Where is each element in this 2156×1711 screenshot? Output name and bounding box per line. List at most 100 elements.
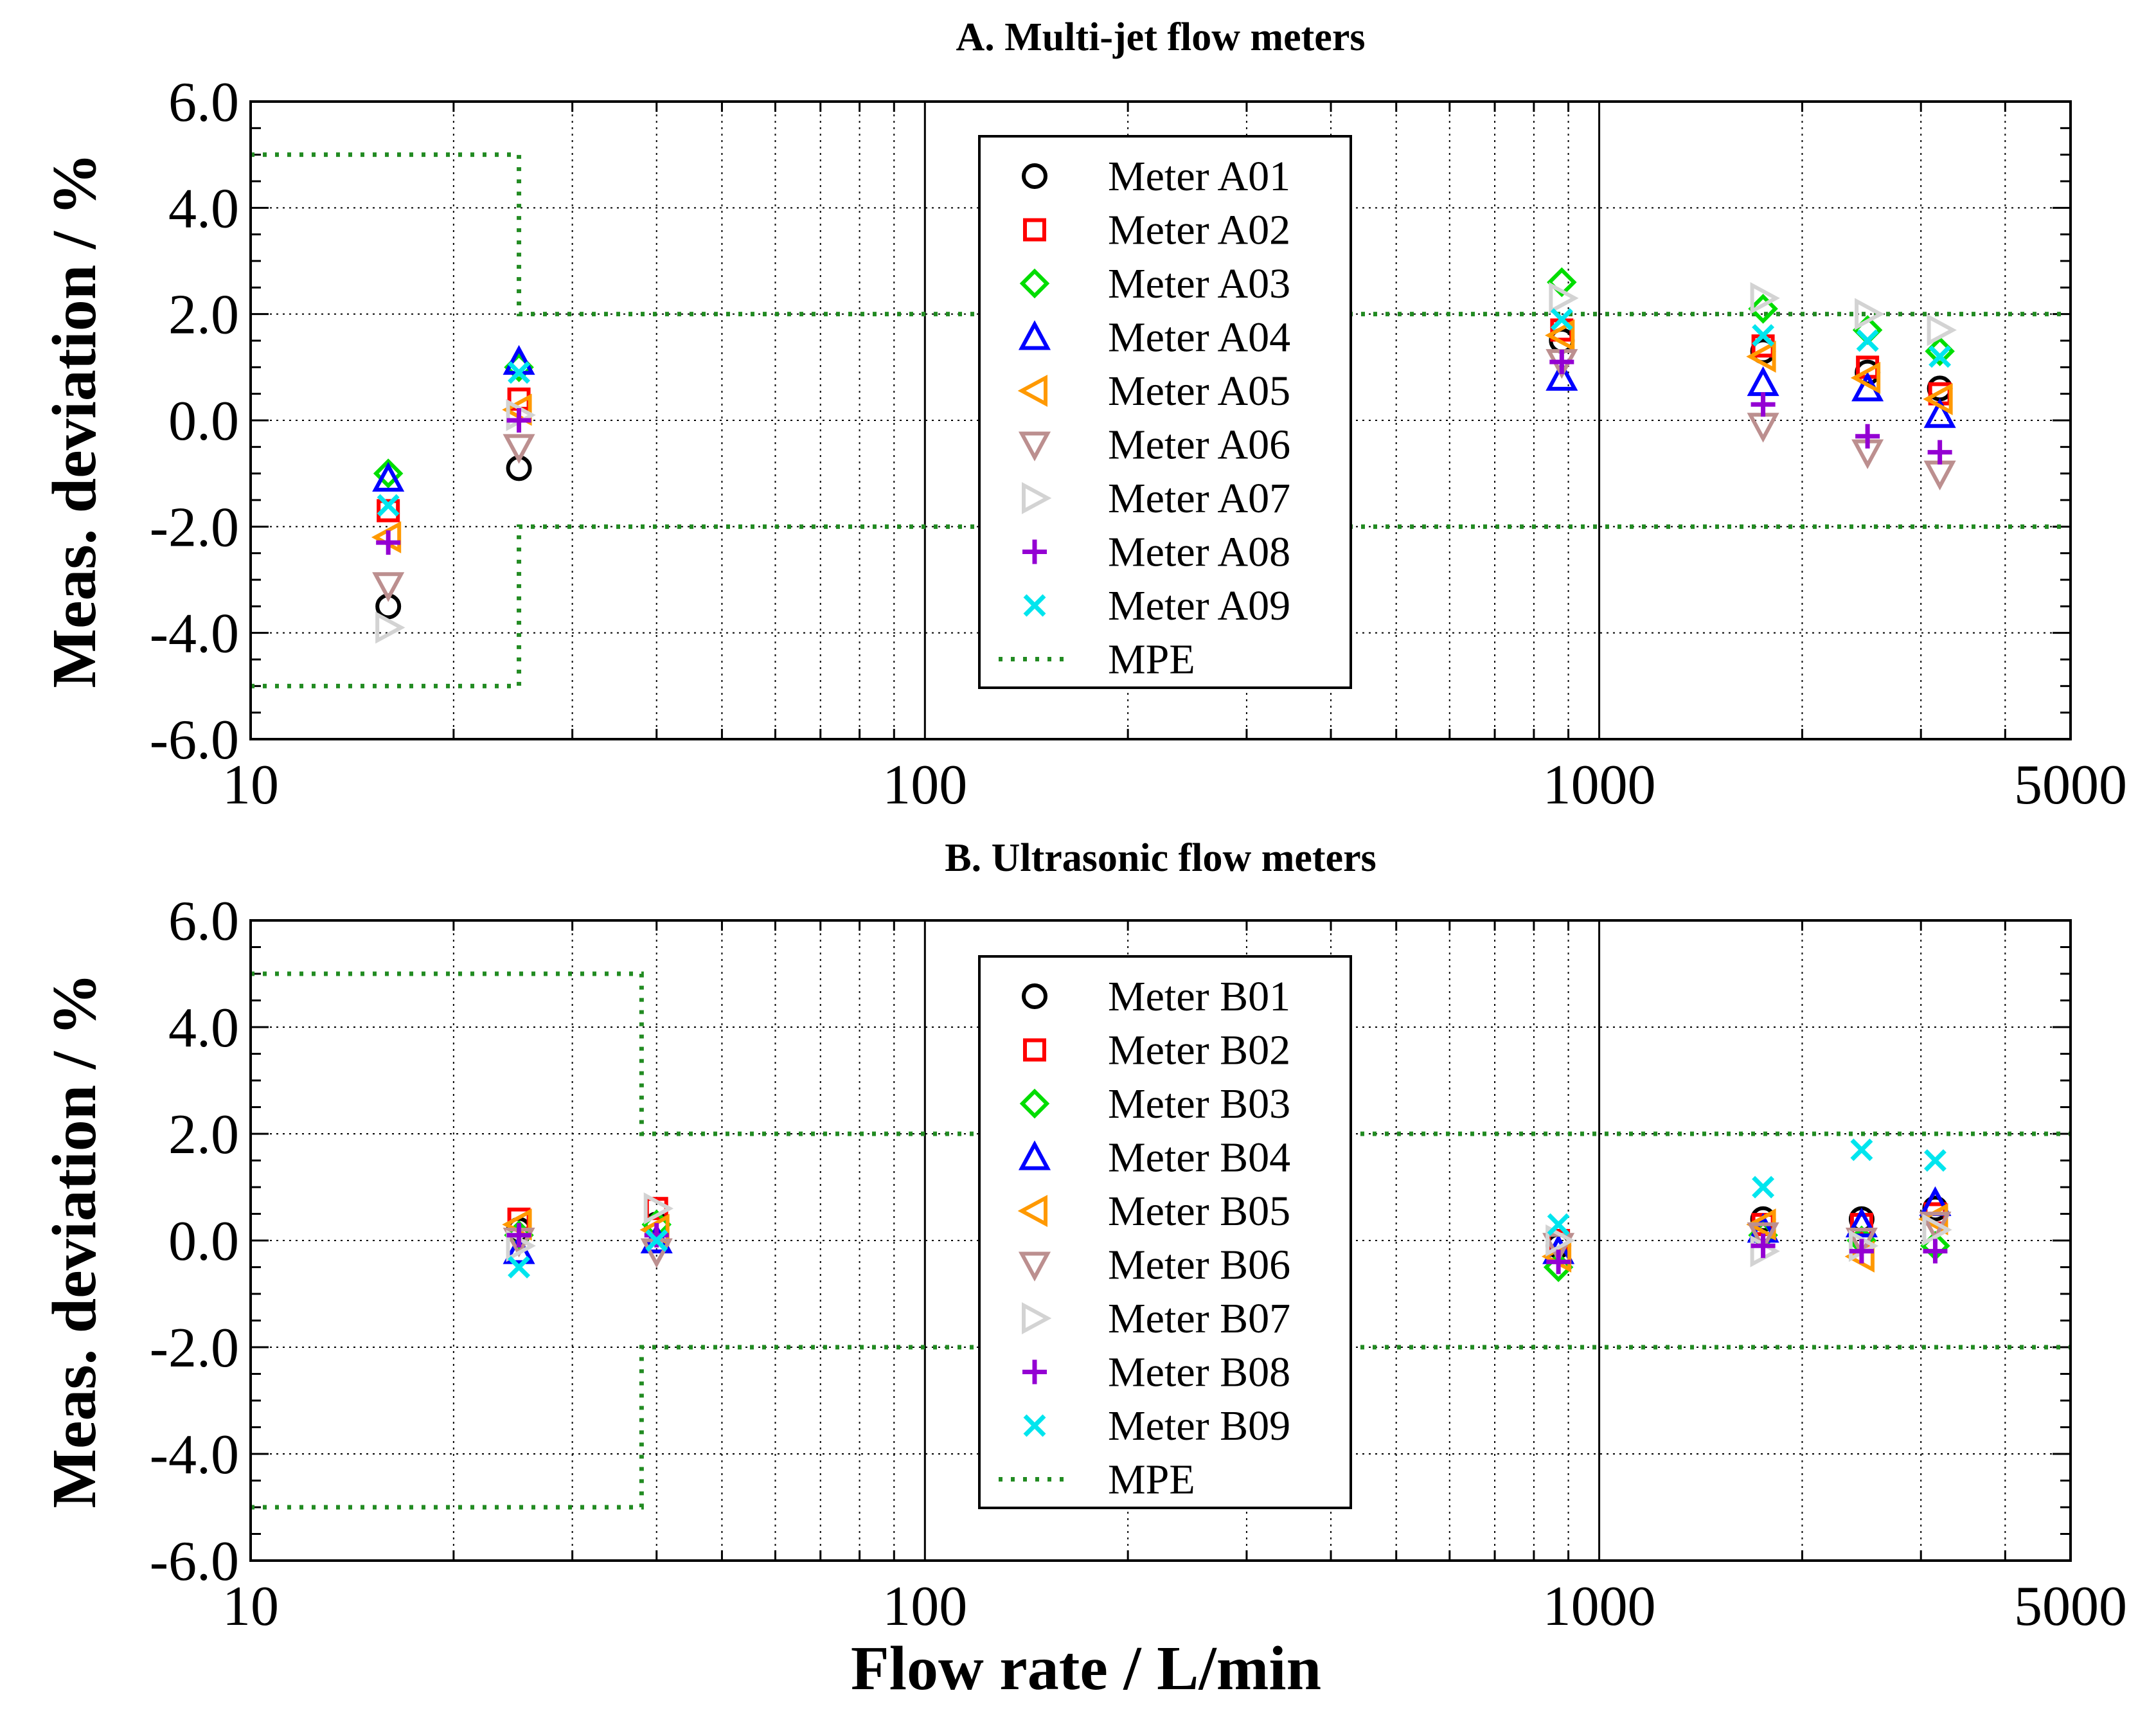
series-meter-a08	[376, 350, 1952, 555]
y-axis-label: Meas. deviation / %	[40, 153, 109, 688]
data-point	[1752, 324, 1775, 347]
data-point	[1929, 345, 1952, 368]
data-point	[1545, 319, 1575, 352]
y-tick-label: -6.0	[150, 709, 239, 771]
data-point	[372, 461, 405, 492]
series-meter-a09	[377, 308, 1952, 517]
data-point	[376, 530, 401, 555]
legend-swatch	[1022, 481, 1052, 515]
legend-label: Meter A09	[1108, 582, 1290, 629]
data-point	[1927, 314, 1957, 346]
data-point	[1546, 1250, 1571, 1275]
data-point	[1849, 1239, 1874, 1264]
data-point	[508, 1256, 531, 1278]
y-tick-label: -2.0	[150, 1317, 239, 1379]
data-point	[506, 408, 531, 433]
y-tick-label: 2.0	[168, 284, 239, 346]
data-point	[1923, 460, 1956, 490]
data-point	[1923, 382, 1953, 415]
data-point	[1751, 392, 1776, 417]
legend-entry: Meter B03	[1019, 1080, 1290, 1127]
data-point	[508, 361, 531, 384]
legend-entry: Meter A01	[1022, 153, 1290, 200]
y-tick-label: 2.0	[168, 1104, 239, 1166]
legend-entry: MPE	[999, 1456, 1195, 1503]
data-point	[1747, 366, 1779, 397]
panel-title: A. Multi-jet flow meters	[956, 15, 1366, 59]
legend-entry: Meter A04	[1018, 314, 1290, 361]
data-point	[506, 1223, 531, 1248]
legend-entry: Meter B09	[1023, 1402, 1290, 1449]
data-point	[1850, 361, 1881, 394]
legend-entry: Meter A07	[1022, 475, 1290, 522]
legend-swatch	[1022, 539, 1047, 564]
legend-entry: Meter A03	[1019, 260, 1290, 307]
legend-swatch	[1019, 1088, 1050, 1119]
x-tick-label: 5000	[2014, 1575, 2127, 1638]
legend-swatch	[1022, 1359, 1047, 1384]
data-point	[375, 611, 405, 644]
legend-swatch	[1022, 163, 1047, 189]
legend-swatch	[1022, 983, 1047, 1009]
data-point	[1927, 440, 1952, 465]
data-point	[1751, 1233, 1776, 1259]
data-point	[1752, 1176, 1775, 1199]
panel-title: B. Ultrasonic flow meters	[945, 836, 1376, 880]
data-point	[1922, 1214, 1952, 1246]
y-tick-label: 0.0	[168, 1210, 239, 1273]
legend-label: Meter A05	[1108, 368, 1290, 415]
legend-swatch	[1018, 1140, 1051, 1170]
data-point	[1750, 282, 1780, 314]
legend-entry: Meter B04	[1018, 1134, 1290, 1181]
legend: Meter B01 Meter B02 Meter B03 Meter B04 Mete…	[978, 955, 1352, 1509]
data-point	[1923, 1149, 1947, 1172]
data-point	[503, 434, 535, 464]
legend-label: Meter A07	[1108, 475, 1290, 522]
legend-entry: Meter B08	[1022, 1349, 1290, 1396]
data-point	[1546, 1224, 1576, 1257]
data-point	[1856, 329, 1879, 352]
legend-swatch	[1022, 1302, 1052, 1335]
y-axis-label: Meas. deviation / %	[40, 973, 109, 1509]
legend-label: Meter A02	[1108, 207, 1290, 254]
legend-label: Meter B04	[1108, 1134, 1290, 1181]
legend-entry: Meter B07	[1022, 1295, 1290, 1342]
data-point	[1923, 398, 1956, 428]
series-meter-b09	[508, 1138, 1947, 1278]
legend-entry: MPE	[999, 636, 1195, 683]
y-tick-label: 4.0	[168, 177, 239, 240]
legend-label: Meter A06	[1108, 422, 1290, 469]
legend-entry: Meter B01	[1022, 973, 1290, 1020]
data-point	[377, 499, 400, 523]
mpe-line-lower	[251, 1345, 2071, 1510]
data-point	[1845, 1207, 1878, 1238]
legend-swatch	[1019, 268, 1050, 299]
data-point	[1747, 413, 1779, 443]
panel-b-ultrasonic: B. Ultrasonic flow meters 6.0 4.0 2.0 0.0 -2.…	[40, 836, 2127, 1638]
mpe-line-upper	[251, 971, 2071, 1136]
data-point	[503, 345, 535, 375]
legend-entry: Meter A08	[1022, 529, 1290, 576]
data-point	[377, 494, 400, 517]
legend-entry: Meter A02	[1023, 207, 1290, 254]
data-point	[1855, 424, 1880, 449]
data-point	[1747, 1222, 1779, 1253]
legend-label: Meter B02	[1108, 1027, 1290, 1074]
data-point	[643, 1192, 674, 1225]
legend-label: Meter B09	[1108, 1402, 1290, 1449]
legend-swatch	[1023, 1414, 1046, 1437]
x-tick-label: 1000	[1543, 754, 1656, 816]
legend-swatch	[1018, 1251, 1051, 1282]
y-tick-label: -2.0	[150, 496, 239, 559]
x-tick-label: 10	[222, 754, 279, 816]
legend-label: Meter A03	[1108, 260, 1290, 307]
y-tick-label: 0.0	[168, 390, 239, 452]
data-point	[1850, 1138, 1873, 1161]
data-point	[373, 458, 404, 488]
legend-label: Meter B01	[1108, 973, 1290, 1020]
legend-label: Meter A08	[1108, 529, 1290, 576]
y-tick-label: -6.0	[150, 1530, 239, 1593]
legend-swatch	[1023, 1038, 1046, 1062]
data-point	[645, 1229, 668, 1252]
